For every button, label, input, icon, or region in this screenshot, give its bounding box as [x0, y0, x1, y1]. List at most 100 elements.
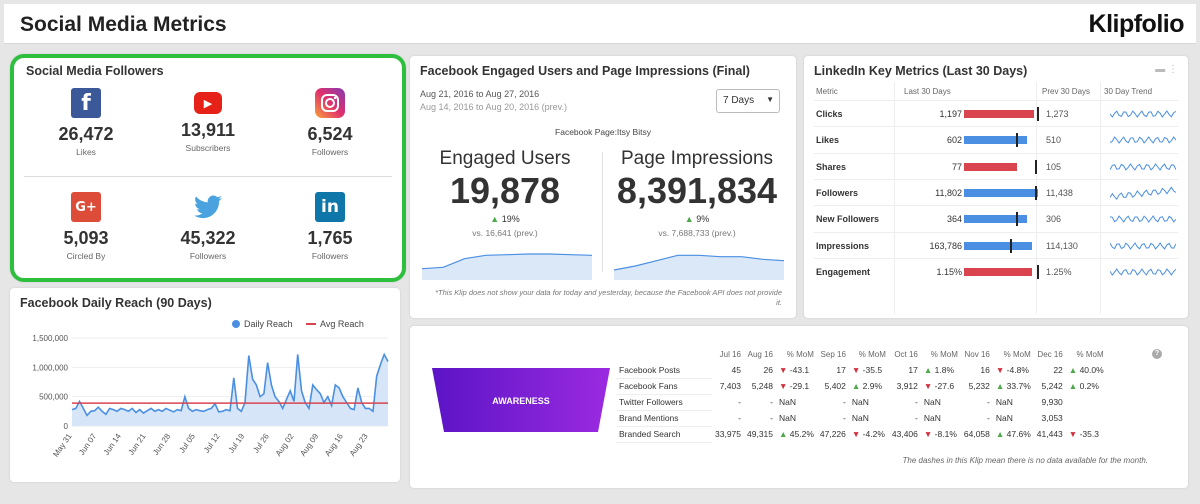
- google-plus-label: Circled By: [66, 251, 106, 261]
- cell-value: 26: [763, 365, 773, 375]
- no-data-note: The dashes in this Klip mean there is no…: [902, 456, 1148, 465]
- cell-value: -: [915, 413, 918, 423]
- twitter-icon: [193, 192, 223, 222]
- legend-swatch-daily: [232, 320, 240, 328]
- mom-cell: ▲ 1.8%: [921, 362, 961, 378]
- trend-sparkline: [1110, 186, 1176, 200]
- up-arrow-icon: ▲: [1068, 365, 1080, 375]
- metric-name: Brand Mentions: [616, 410, 712, 427]
- help-icon[interactable]: ?: [1152, 349, 1162, 359]
- table-row: Shares 77 105: [814, 152, 1178, 179]
- engaged-users-label: Engaged Users: [439, 148, 571, 169]
- mom-cell: ▲ 33.7%: [993, 378, 1034, 394]
- bullet-bar: [964, 107, 1039, 121]
- cell-value: 9,930: [1041, 397, 1063, 407]
- youtube-icon: ▶: [194, 92, 222, 114]
- trend-sparkline: [1110, 136, 1176, 145]
- cell-value: -: [987, 413, 990, 423]
- facebook-engagement-card: Facebook Engaged Users and Page Impressi…: [410, 56, 796, 318]
- top-bar: Social Media Metrics Klipfolio: [4, 4, 1196, 44]
- mom-cell: ▼ -8.1%: [921, 426, 961, 442]
- more-icon[interactable]: ⋮: [1168, 64, 1178, 75]
- table-row: Twitter Followers - - NaN - NaN - NaN - NaN 9,930: [616, 394, 1107, 411]
- mom-cell: [1066, 410, 1107, 426]
- x-tick-label: Jul 19: [227, 432, 247, 455]
- api-note: *This Klip does not show your data for t…: [435, 288, 782, 307]
- range-select-value: 7 Days: [723, 95, 755, 106]
- comment-icon[interactable]: ▬: [1155, 64, 1166, 75]
- prev-30-value: 105: [1046, 161, 1062, 172]
- value-cell: 33,975: [712, 426, 744, 442]
- table-row: New Followers 364 306: [814, 205, 1178, 231]
- mom-cell: ▲ 0.2%: [1066, 378, 1107, 394]
- down-arrow-icon: ▼: [923, 381, 935, 391]
- range-select[interactable]: 7 Days ▼: [716, 89, 780, 113]
- mom-cell: NaN: [776, 410, 817, 426]
- cell-value: NaN: [923, 413, 941, 423]
- x-tick-label: Aug 23: [348, 432, 370, 458]
- current-range: Aug 21, 2016 to Aug 27, 2016: [420, 89, 540, 99]
- page-impressions-value: 8,391,834: [616, 170, 778, 211]
- mom-cell: NaN: [921, 394, 961, 410]
- page-impressions-metric: Page Impressions 8,391,834 ▲ 9% vs. 7,68…: [602, 148, 792, 238]
- card-menu[interactable]: ▬ ⋮: [1155, 64, 1178, 75]
- x-tick-label: Jun 07: [77, 432, 98, 457]
- cell-value: -: [770, 397, 773, 407]
- mom-cell: ▲ 47.6%: [993, 426, 1034, 442]
- instagram-icon: [315, 88, 345, 118]
- metric-name: Branded Search: [616, 426, 712, 443]
- engaged-users-change: ▲ 19%: [410, 214, 600, 224]
- cell-value: NaN: [779, 413, 797, 423]
- y-tick-label: 1,500,000: [32, 334, 68, 343]
- x-tick-label: Aug 09: [298, 432, 320, 458]
- table-row: Facebook Posts 45 26 ▼ -43.1 17 ▼ -35.5 17 ▲ 1.…: [616, 362, 1107, 379]
- cell-value: -29.1: [789, 381, 810, 391]
- reach-line: [71, 352, 389, 417]
- cell-value: NaN: [851, 413, 869, 423]
- mom-cell: ▼ -35.5: [849, 362, 889, 378]
- awareness-card: AWARENESS Jul 16 Aug 16 % MoM Sep 16 % MoM Oc…: [410, 326, 1188, 488]
- trend-sparkline: [1110, 162, 1176, 171]
- cell-value: -: [738, 397, 741, 407]
- linkedin-stat: in 1,765 Followers: [270, 192, 390, 261]
- page-impressions-label: Page Impressions: [620, 148, 774, 169]
- cell-value: 45.2%: [789, 429, 814, 439]
- facebook-page-name: Facebook Page:Itsy Bitsy: [555, 127, 651, 137]
- bar-fill: [964, 110, 1034, 118]
- up-arrow-icon: ▲: [923, 365, 935, 375]
- value-cell: 9,930: [1034, 394, 1066, 410]
- down-arrow-icon: ▼: [1068, 429, 1080, 439]
- x-tick-label: Jul 05: [177, 432, 197, 455]
- cell-value: 3,912: [896, 381, 918, 391]
- metric-name: Facebook Fans: [616, 378, 712, 395]
- metric-name: Clicks: [816, 109, 843, 119]
- sparkline: [1110, 162, 1176, 171]
- x-tick-label: May 31: [51, 432, 74, 459]
- reach-chart: Daily Reach Avg Reach 0 500,000 1,000,000 1…: [32, 319, 389, 459]
- cell-value: 2.9%: [862, 381, 883, 391]
- brand-logo[interactable]: Klipfolio: [1088, 10, 1185, 38]
- value-cell: 5,232: [961, 378, 993, 394]
- cell-value: -35.5: [862, 365, 883, 375]
- bar-fill: [964, 188, 1038, 197]
- column-divider: [1100, 82, 1101, 314]
- table-row: Engagement 1.15% 1.25%: [814, 257, 1178, 284]
- column-header: % MoM: [930, 349, 958, 359]
- mom-cell: ▼ -4.8%: [993, 362, 1034, 378]
- cell-value: 49,315: [747, 429, 773, 439]
- x-tick-label: Jul 12: [202, 432, 222, 455]
- cell-value: 5,232: [968, 381, 990, 391]
- trend-sparkline: [1110, 241, 1176, 250]
- mom-cell: ▼ -27.6: [921, 378, 961, 394]
- value-cell: 5,402: [817, 378, 849, 394]
- up-arrow-icon: ▲: [779, 429, 790, 439]
- mom-cell: [1066, 394, 1107, 410]
- up-arrow-icon: ▲: [851, 381, 863, 391]
- cell-value: -4.8%: [1006, 365, 1029, 375]
- last-30-value: 602: [946, 135, 962, 146]
- sparkline: [1110, 136, 1176, 145]
- divider: [24, 176, 392, 177]
- metric-name: Shares: [816, 161, 847, 172]
- facebook-value: 26,472: [58, 124, 114, 144]
- youtube-label: Subscribers: [185, 143, 231, 153]
